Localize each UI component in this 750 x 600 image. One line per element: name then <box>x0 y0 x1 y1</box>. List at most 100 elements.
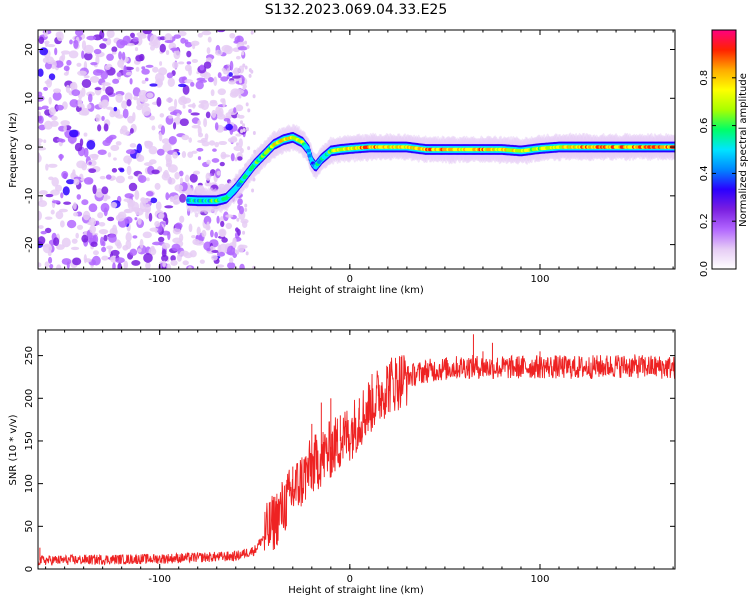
noise-speck <box>225 222 233 230</box>
noise-speck <box>201 229 207 238</box>
noise-speck <box>210 229 214 238</box>
noise-speck <box>177 61 185 65</box>
noise-speck <box>97 149 107 155</box>
noise-speck <box>219 161 225 167</box>
noise-speck <box>231 75 241 79</box>
noise-speck <box>97 212 104 219</box>
noise-speck <box>201 141 210 147</box>
noise-speck <box>88 203 98 213</box>
snr-panel: -100 0 100 0 50 100 150 200 250 Height of strai… <box>8 329 676 596</box>
noise-speck <box>61 258 72 265</box>
noise-speck <box>205 111 211 119</box>
snr-x-tick-label: -100 <box>148 574 171 585</box>
noise-speck <box>235 227 239 233</box>
noise-speck <box>145 262 151 269</box>
noise-speck <box>46 43 56 48</box>
noise-speck <box>151 169 160 175</box>
noise-speck <box>161 230 170 236</box>
noise-speck <box>105 174 112 180</box>
noise-speck <box>159 43 166 53</box>
noise-speck <box>129 143 137 148</box>
noise-speck <box>77 98 83 108</box>
noise-speck <box>186 61 192 65</box>
noise-speck <box>233 67 240 76</box>
noise-speck <box>216 264 225 268</box>
noise-speck <box>138 175 147 183</box>
noise-speck <box>167 177 176 185</box>
noise-speck <box>48 107 57 116</box>
colorbar-tick-label: 0.8 <box>699 70 710 86</box>
noise-speck <box>216 30 226 33</box>
noise-speck <box>38 225 44 229</box>
noise-speck <box>230 135 238 142</box>
noise-speck <box>228 80 236 85</box>
noise-speck <box>157 81 163 86</box>
noise-speck <box>110 201 118 209</box>
spectrogram-y-ticks: -20 -10 0 10 20 <box>24 43 675 253</box>
noise-speck <box>188 223 193 233</box>
noise-speck <box>239 263 245 269</box>
noise-speck <box>115 214 125 222</box>
noise-speck <box>83 177 94 185</box>
noise-speck <box>247 108 251 113</box>
noise-speck <box>173 98 178 109</box>
noise-speck <box>83 147 89 158</box>
noise-speck <box>199 79 208 83</box>
noise-speck <box>73 39 79 49</box>
noise-speck <box>182 260 189 266</box>
noise-speck <box>100 71 109 80</box>
noise-speck <box>56 264 62 269</box>
noise-speck <box>235 142 239 147</box>
noise-speck <box>88 161 92 165</box>
noise-speck <box>38 262 42 268</box>
noise-speck <box>197 132 204 138</box>
noise-speck <box>44 40 50 45</box>
noise-speck <box>118 51 123 60</box>
noise-speck <box>111 46 118 53</box>
noise-speck <box>142 231 152 239</box>
noise-speck <box>90 241 98 248</box>
noise-speck <box>169 111 178 116</box>
snr-trace <box>38 334 675 566</box>
noise-speck <box>107 152 112 158</box>
noise-speck <box>212 148 217 152</box>
noise-speck <box>55 104 64 111</box>
noise-speck <box>115 141 122 146</box>
noise-speck <box>151 125 156 131</box>
noise-speck <box>199 64 205 71</box>
noise-speck <box>247 146 251 151</box>
noise-speck <box>115 175 125 184</box>
noise-speck <box>250 30 254 35</box>
noise-speck <box>127 43 135 47</box>
noise-speck <box>220 220 225 228</box>
noise-speck <box>192 238 200 245</box>
noise-speck <box>122 130 130 136</box>
noise-speck <box>94 87 102 91</box>
noise-speck <box>81 50 85 59</box>
noise-speck <box>141 66 146 70</box>
noise-speck <box>211 109 217 119</box>
noise-speck <box>60 50 71 55</box>
noise-speck <box>239 120 243 125</box>
noise-speck <box>241 51 245 56</box>
spectrogram-y-tick-label: -10 <box>24 188 35 204</box>
noise-speck <box>69 99 79 108</box>
noise-speck <box>252 94 256 99</box>
noise-speck <box>173 49 181 60</box>
noise-speck <box>227 118 231 126</box>
noise-speck <box>141 208 151 213</box>
noise-speck <box>238 138 243 148</box>
noise-speck <box>166 97 174 103</box>
noise-speck <box>136 97 141 106</box>
noise-speck <box>206 247 211 252</box>
noise-speck <box>181 134 190 141</box>
noise-speck <box>135 66 140 72</box>
noise-speck <box>38 106 44 111</box>
noise-speck <box>124 92 133 102</box>
noise-speck <box>108 233 117 243</box>
noise-speck <box>45 193 54 198</box>
noise-speck <box>131 259 141 266</box>
noise-speck <box>191 59 199 64</box>
noise-speck <box>87 93 93 103</box>
spectrogram-x-tick-label: 100 <box>530 274 549 285</box>
